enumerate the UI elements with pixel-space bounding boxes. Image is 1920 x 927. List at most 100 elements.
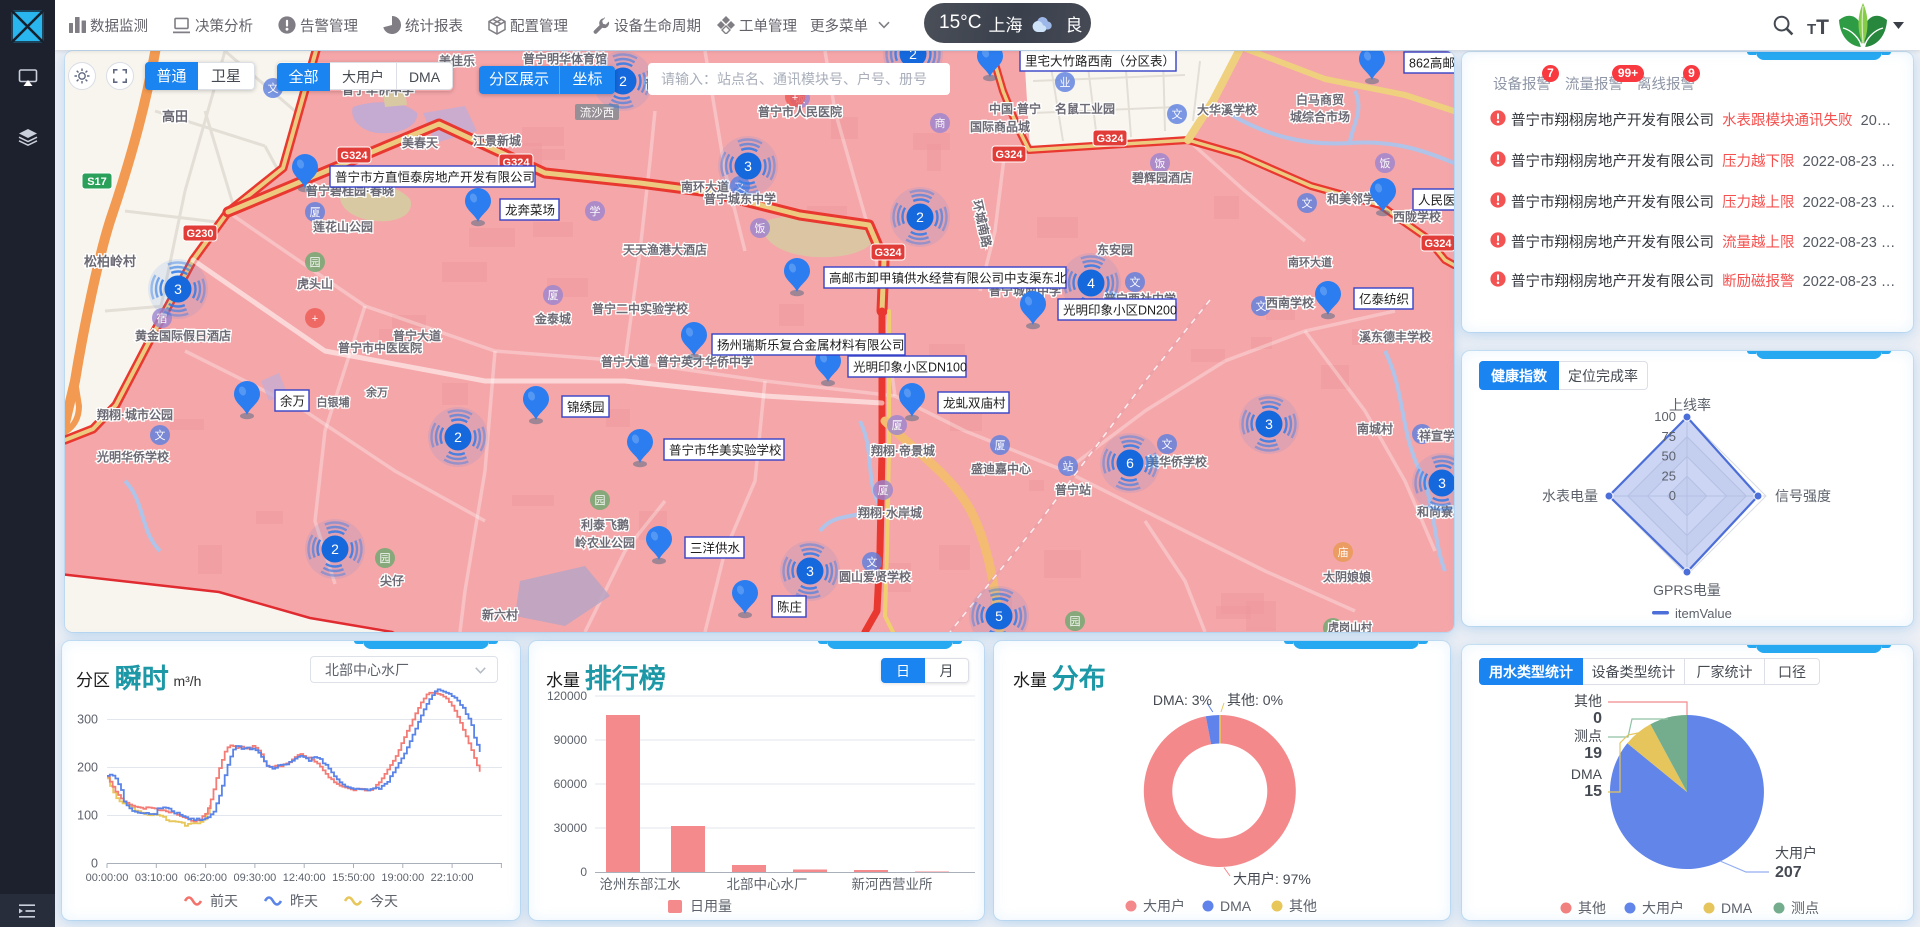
svg-text:业: 业 xyxy=(1060,76,1071,89)
svg-text:120000: 120000 xyxy=(547,689,587,703)
svg-text:饭: 饭 xyxy=(1380,157,1391,170)
svg-text:100: 100 xyxy=(1654,409,1676,424)
svg-text:白银埔: 白银埔 xyxy=(317,395,350,409)
svg-text:西陇学校: 西陇学校 xyxy=(1393,209,1442,224)
svg-text:陈庄: 陈庄 xyxy=(777,600,802,615)
svg-text:大用户: 大用户 xyxy=(1143,898,1185,914)
svg-text:75: 75 xyxy=(1662,429,1676,444)
svg-text:DMA: DMA xyxy=(1721,900,1753,916)
svg-text:站: 站 xyxy=(1063,459,1074,473)
svg-text:207: 207 xyxy=(1775,864,1802,881)
svg-text:文: 文 xyxy=(1417,427,1428,441)
svg-text:利泰飞鹅: 利泰飞鹅 xyxy=(581,517,629,532)
svg-text:200: 200 xyxy=(77,761,98,775)
svg-text:高邮市卸甲镇供水经营有限公司中支渠东北: 高邮市卸甲镇供水经营有限公司中支渠东北 xyxy=(829,271,1067,286)
svg-text:上线率: 上线率 xyxy=(1669,397,1711,413)
svg-text:文: 文 xyxy=(268,81,279,95)
svg-text:国际商品城: 国际商品城 xyxy=(970,119,1030,134)
svg-text:光明印象小区DN100: 光明印象小区DN100 xyxy=(853,361,967,375)
svg-text:+: + xyxy=(792,92,798,104)
svg-text:南城村: 南城村 xyxy=(1357,421,1393,436)
svg-text:文: 文 xyxy=(1172,107,1183,121)
svg-text:虎头山: 虎头山 xyxy=(297,276,333,291)
svg-text:园: 园 xyxy=(1328,622,1339,632)
svg-text:饭: 饭 xyxy=(1155,157,1166,170)
svg-text:60000: 60000 xyxy=(554,777,588,791)
svg-text:25: 25 xyxy=(1662,468,1676,483)
svg-text:溪东德丰学校: 溪东德丰学校 xyxy=(1359,329,1432,344)
svg-text:锦绣园: 锦绣园 xyxy=(567,400,605,415)
svg-text:前天: 前天 xyxy=(210,893,238,909)
svg-text:金泰城: 金泰城 xyxy=(534,311,571,326)
svg-text:普宁市人民医院: 普宁市人民医院 xyxy=(758,104,842,119)
svg-text:里宅大竹路西南（分区表）: 里宅大竹路西南（分区表） xyxy=(1025,54,1175,69)
svg-text:6: 6 xyxy=(1126,455,1134,471)
svg-text:商: 商 xyxy=(935,116,946,130)
svg-text:园: 园 xyxy=(595,494,606,507)
svg-text:中国·普宁: 中国·普宁 xyxy=(989,101,1041,116)
svg-text:水表电量: 水表电量 xyxy=(1542,488,1598,504)
svg-text:其他: 其他 xyxy=(1574,693,1602,709)
svg-text:龙虬双庙村: 龙虬双庙村 xyxy=(943,397,1006,411)
svg-text:白马商贸: 白马商贸 xyxy=(1296,92,1344,107)
svg-text:美春天: 美春天 xyxy=(402,135,439,150)
svg-text:DMA: 3%: DMA: 3% xyxy=(1153,692,1212,708)
svg-text:松柏岭村: 松柏岭村 xyxy=(84,254,136,269)
svg-text:普宁英才华侨中学: 普宁英才华侨中学 xyxy=(657,354,753,369)
svg-text:G324: G324 xyxy=(1425,238,1453,250)
svg-text:东安园: 东安园 xyxy=(1097,242,1133,257)
svg-text:祥宣学校: 祥宣学校 xyxy=(1419,428,1454,443)
svg-text:2: 2 xyxy=(916,209,924,225)
svg-text:0: 0 xyxy=(1669,488,1676,503)
svg-text:翔栩·城市公园: 翔栩·城市公园 xyxy=(96,407,173,422)
svg-text:普宁明华体育馆: 普宁明华体育馆 xyxy=(523,51,607,66)
svg-text:北部中心水厂: 北部中心水厂 xyxy=(727,877,808,892)
svg-text:虎岗山村: 虎岗山村 xyxy=(1328,620,1372,632)
svg-text:普宁市方直恒泰房地产开发有限公司: 普宁市方直恒泰房地产开发有限公司 xyxy=(335,170,535,185)
svg-text:园: 园 xyxy=(380,552,391,565)
svg-text:其他: 其他 xyxy=(1578,900,1606,916)
svg-text:DMA: DMA xyxy=(1220,898,1252,914)
svg-text:普宁市中医医院: 普宁市中医医院 xyxy=(338,340,422,355)
svg-text:30000: 30000 xyxy=(554,821,588,835)
svg-text:新河西营业所: 新河西营业所 xyxy=(852,877,933,892)
svg-text:G324: G324 xyxy=(341,150,369,162)
svg-text:3: 3 xyxy=(1265,416,1273,432)
svg-text:50: 50 xyxy=(1662,449,1676,464)
svg-text:文: 文 xyxy=(1162,437,1173,451)
svg-text:文: 文 xyxy=(155,428,166,442)
svg-text:信号强度: 信号强度 xyxy=(1775,488,1831,504)
svg-text:3: 3 xyxy=(806,563,814,579)
svg-text:2: 2 xyxy=(454,429,462,445)
svg-text:测点: 测点 xyxy=(1574,728,1602,744)
svg-text:园: 园 xyxy=(1070,615,1081,628)
svg-text:03:10:00: 03:10:00 xyxy=(135,872,178,884)
svg-text:06:20:00: 06:20:00 xyxy=(184,872,227,884)
svg-text:3: 3 xyxy=(1438,475,1446,491)
svg-text:G324: G324 xyxy=(996,149,1024,161)
svg-text:862高邮中: 862高邮中 xyxy=(1409,56,1454,71)
svg-text:南环大道: 南环大道 xyxy=(1288,255,1332,269)
svg-text:文: 文 xyxy=(867,555,878,569)
svg-text:2: 2 xyxy=(331,541,339,557)
svg-text:余万: 余万 xyxy=(365,385,388,399)
svg-text:饭: 饭 xyxy=(755,222,766,235)
svg-text:GPRS电量: GPRS电量 xyxy=(1653,582,1721,598)
svg-text:90000: 90000 xyxy=(554,733,588,747)
svg-text:0: 0 xyxy=(91,857,98,871)
svg-text:昨天: 昨天 xyxy=(290,893,318,909)
svg-text:厦: 厦 xyxy=(548,289,559,302)
svg-text:0: 0 xyxy=(1593,710,1602,727)
svg-text:普宁站: 普宁站 xyxy=(1055,482,1091,497)
svg-text:4: 4 xyxy=(1087,275,1095,291)
svg-text:翔栩·水岸城: 翔栩·水岸城 xyxy=(857,505,922,520)
svg-text:3: 3 xyxy=(174,281,182,297)
svg-text:扬州瑞斯乐复合金属材料有限公司: 扬州瑞斯乐复合金属材料有限公司 xyxy=(717,338,905,353)
svg-text:普宁市华美实验学校: 普宁市华美实验学校 xyxy=(669,443,782,458)
svg-text:2: 2 xyxy=(619,73,627,89)
svg-text:12:40:00: 12:40:00 xyxy=(283,872,326,884)
svg-text:余万: 余万 xyxy=(280,394,305,409)
svg-text:普宁二中实验学校: 普宁二中实验学校 xyxy=(592,301,689,316)
svg-text:岭农业公园: 岭农业公园 xyxy=(575,535,635,550)
svg-text:00:00:00: 00:00:00 xyxy=(86,872,129,884)
